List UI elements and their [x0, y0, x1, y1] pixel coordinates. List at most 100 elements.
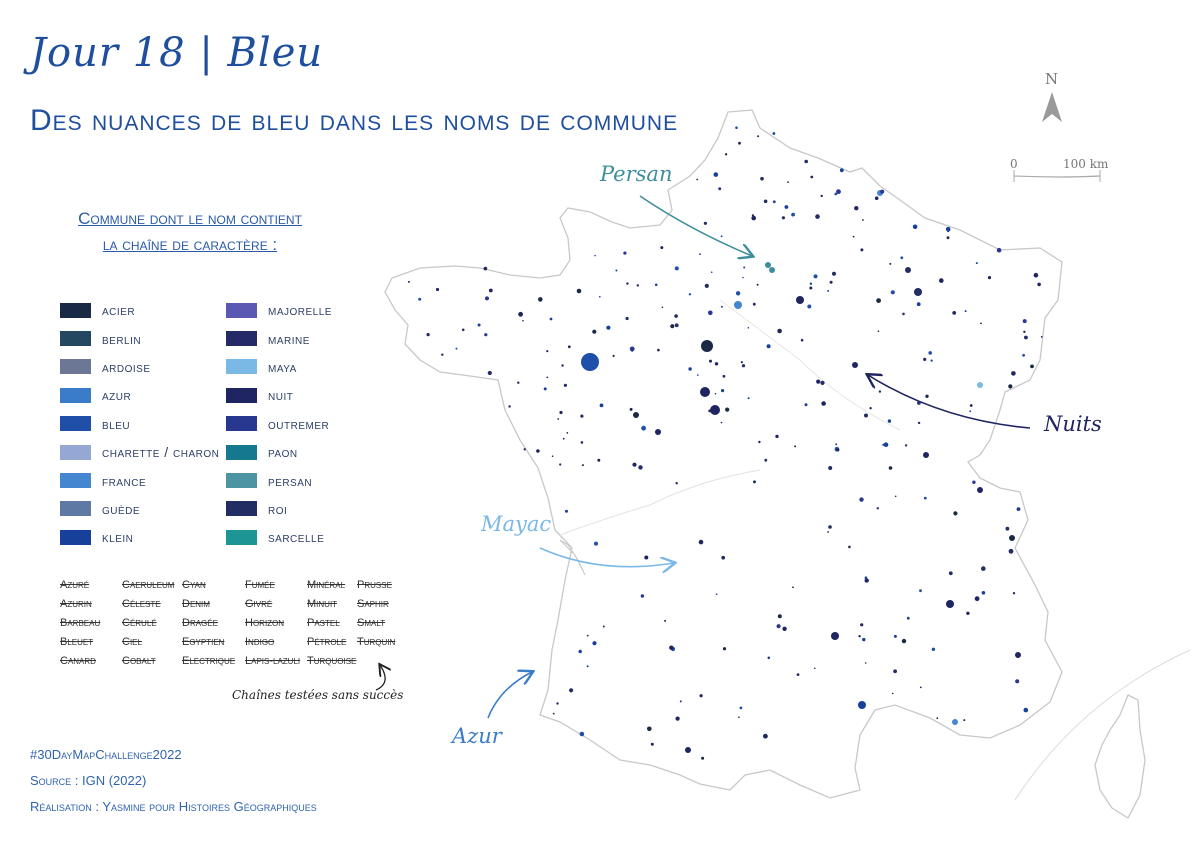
- commune-marker: [578, 649, 582, 654]
- commune-marker: [987, 276, 992, 280]
- commune-marker: [704, 283, 709, 288]
- failed-string: Canard: [60, 655, 96, 667]
- commune-marker: [810, 175, 814, 179]
- commune-marker: [969, 404, 973, 407]
- commune-marker: [720, 305, 723, 308]
- commune-marker: [734, 301, 742, 309]
- commune-marker: [781, 216, 786, 220]
- failed-string: Caeruleum: [122, 579, 175, 591]
- commune-marker: [756, 283, 759, 286]
- commune-marker: [836, 189, 841, 195]
- commune-marker: [566, 432, 569, 434]
- commune-marker: [735, 126, 738, 129]
- commune-marker: [946, 236, 950, 240]
- annotation-nuits: Nuits: [1044, 412, 1102, 436]
- commune-marker: [939, 278, 944, 283]
- failed-string: Minuit: [307, 598, 338, 610]
- commune-marker: [674, 314, 678, 318]
- commune-marker: [800, 338, 804, 342]
- legend-swatch: [226, 473, 257, 489]
- commune-marker: [632, 462, 637, 467]
- legend-label: charette / charon: [102, 444, 220, 461]
- commune-marker: [721, 555, 725, 560]
- legend-item: sarcelle: [226, 523, 332, 551]
- source: Source : IGN (2022): [30, 773, 147, 788]
- failed-string: Azuré: [60, 579, 90, 591]
- commune-marker: [901, 638, 907, 644]
- corsica-outline: [1094, 694, 1146, 819]
- commune-marker: [670, 324, 675, 329]
- legend-item: charette / charon: [60, 438, 219, 466]
- north-label: N: [1045, 70, 1059, 88]
- legend-swatch: [60, 529, 91, 545]
- mayac-arrow: [539, 547, 674, 567]
- failed-note-arrow: [375, 665, 385, 691]
- commune-marker: [928, 351, 932, 355]
- commune-marker: [876, 507, 879, 510]
- legend-heading: Commune dont le nom contient la chaîne d…: [55, 206, 325, 258]
- commune-marker: [679, 700, 682, 703]
- commune-marker: [864, 413, 868, 418]
- commune-marker: [674, 266, 679, 271]
- commune-marker: [836, 448, 840, 452]
- commune-marker: [724, 153, 728, 156]
- nuits-arrow: [868, 375, 1031, 429]
- commune-marker: [977, 487, 983, 493]
- legend-label: paon: [268, 444, 298, 461]
- commune-marker: [782, 626, 787, 631]
- commune-marker: [936, 717, 939, 720]
- commune-marker: [834, 192, 838, 196]
- commune-markers: [407, 126, 1043, 760]
- commune-marker: [931, 647, 936, 651]
- commune-marker: [586, 634, 589, 637]
- commune-marker: [697, 374, 699, 376]
- commune-marker: [864, 662, 867, 664]
- commune-marker: [551, 455, 554, 458]
- commune-marker: [699, 694, 703, 698]
- failed-string: Horizon: [245, 617, 285, 629]
- commune-marker: [483, 266, 488, 271]
- commune-marker: [862, 637, 866, 642]
- commune-marker: [523, 448, 526, 451]
- legend-item: marine: [226, 324, 332, 352]
- failed-string: Azurin: [60, 598, 92, 610]
- legend-label: guède: [102, 500, 141, 517]
- commune-marker: [854, 206, 859, 211]
- commune-marker: [981, 591, 986, 595]
- legend-swatch: [60, 473, 91, 489]
- legend-heading-line1: Commune dont le nom contient: [78, 209, 302, 228]
- commune-marker: [592, 329, 597, 334]
- legend-swatch: [60, 302, 91, 318]
- legend-label: outremer: [268, 415, 330, 432]
- commune-marker: [952, 719, 958, 725]
- commune-marker: [586, 665, 589, 668]
- commune-marker: [715, 593, 718, 595]
- failed-string: Dragée: [182, 617, 218, 629]
- legend-label: majorelle: [268, 302, 332, 319]
- commune-marker: [675, 716, 680, 721]
- commune-marker: [625, 316, 629, 321]
- failed-string: Turquin: [357, 636, 396, 648]
- commune-marker: [700, 387, 710, 397]
- scale-bar: [1013, 170, 1101, 182]
- commune-marker: [893, 634, 897, 638]
- commune-marker: [877, 330, 880, 333]
- commune-marker: [576, 288, 582, 294]
- commune-marker: [647, 726, 652, 732]
- commune-marker: [820, 194, 823, 198]
- commune-marker: [721, 389, 725, 393]
- legend-label: acier: [102, 302, 136, 319]
- commune-marker: [966, 611, 970, 615]
- commune-marker: [975, 262, 978, 265]
- commune-marker: [1040, 336, 1043, 338]
- commune-marker: [858, 701, 866, 709]
- commune-marker: [791, 212, 795, 217]
- commune-marker: [914, 288, 922, 296]
- commune-marker: [948, 571, 953, 576]
- commune-marker: [407, 280, 410, 283]
- failed-strings-column: Fumée Givré Horizon Indigo Lapis-lazuli: [245, 576, 300, 671]
- failed-string: Fumée: [245, 579, 275, 591]
- commune-marker: [580, 441, 584, 444]
- commune-marker: [629, 346, 635, 352]
- legend-item: berlin: [60, 324, 219, 352]
